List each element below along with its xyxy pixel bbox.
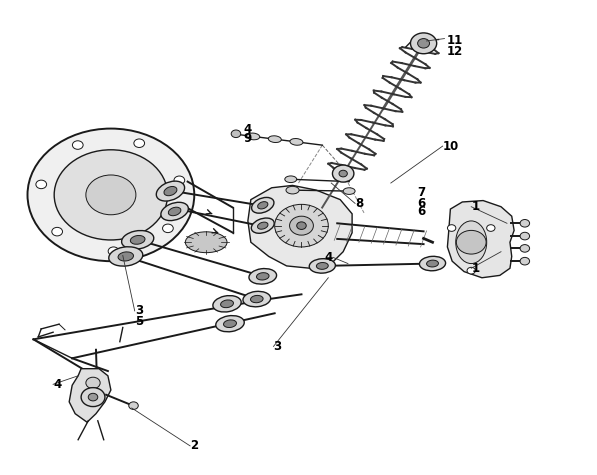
Ellipse shape	[268, 136, 281, 142]
Circle shape	[72, 141, 83, 149]
Ellipse shape	[220, 300, 233, 308]
Ellipse shape	[243, 291, 270, 307]
Circle shape	[290, 216, 313, 235]
Ellipse shape	[286, 186, 299, 194]
Ellipse shape	[161, 202, 189, 220]
Circle shape	[297, 222, 306, 229]
Circle shape	[448, 225, 456, 231]
Circle shape	[333, 165, 354, 182]
Circle shape	[520, 257, 530, 265]
Circle shape	[487, 225, 495, 231]
Ellipse shape	[249, 268, 276, 284]
Circle shape	[134, 139, 144, 147]
Ellipse shape	[427, 260, 438, 267]
Polygon shape	[248, 185, 352, 268]
Ellipse shape	[316, 263, 328, 269]
Circle shape	[86, 377, 100, 389]
Text: 4: 4	[325, 251, 333, 264]
Ellipse shape	[251, 198, 274, 213]
Circle shape	[27, 129, 194, 261]
Ellipse shape	[257, 222, 268, 229]
Circle shape	[108, 247, 119, 256]
Ellipse shape	[216, 315, 244, 332]
Ellipse shape	[109, 247, 143, 266]
Ellipse shape	[343, 188, 355, 194]
Text: 6: 6	[418, 197, 426, 210]
Text: 1: 1	[471, 262, 479, 275]
Circle shape	[81, 388, 105, 407]
Text: 3: 3	[135, 304, 143, 317]
Circle shape	[275, 204, 328, 247]
Circle shape	[86, 175, 136, 215]
Ellipse shape	[213, 295, 241, 312]
Text: 2: 2	[190, 439, 198, 452]
Circle shape	[88, 393, 98, 401]
Text: 6: 6	[418, 205, 426, 218]
Circle shape	[54, 150, 168, 240]
Ellipse shape	[456, 221, 487, 264]
Ellipse shape	[130, 236, 145, 244]
Circle shape	[520, 245, 530, 252]
Text: 12: 12	[446, 45, 463, 58]
Circle shape	[411, 33, 436, 54]
Circle shape	[418, 38, 429, 48]
Text: 10: 10	[442, 140, 459, 152]
Text: 4: 4	[53, 378, 61, 391]
Circle shape	[520, 232, 530, 240]
Ellipse shape	[420, 256, 445, 271]
Text: 3: 3	[273, 340, 282, 353]
Ellipse shape	[309, 259, 336, 273]
Text: 7: 7	[418, 186, 426, 199]
Polygon shape	[447, 200, 514, 278]
Circle shape	[36, 180, 47, 189]
Ellipse shape	[247, 133, 260, 140]
Circle shape	[520, 219, 530, 227]
Ellipse shape	[185, 232, 227, 253]
Ellipse shape	[257, 273, 269, 280]
Circle shape	[339, 170, 347, 177]
Text: 1: 1	[471, 200, 479, 213]
Ellipse shape	[290, 139, 303, 145]
Ellipse shape	[168, 207, 181, 216]
Ellipse shape	[164, 187, 177, 196]
Ellipse shape	[156, 181, 184, 201]
Circle shape	[174, 176, 184, 185]
Ellipse shape	[118, 252, 134, 261]
Ellipse shape	[251, 218, 274, 233]
Circle shape	[129, 402, 139, 409]
Circle shape	[467, 267, 475, 274]
Text: 8: 8	[355, 197, 364, 210]
Text: 5: 5	[135, 315, 143, 328]
Text: 9: 9	[244, 133, 252, 145]
Ellipse shape	[251, 295, 263, 303]
Ellipse shape	[285, 176, 297, 182]
Circle shape	[52, 228, 63, 236]
Ellipse shape	[223, 320, 236, 328]
Text: 4: 4	[244, 123, 252, 136]
Ellipse shape	[258, 202, 268, 209]
Ellipse shape	[122, 230, 154, 249]
Circle shape	[456, 230, 486, 254]
Text: 11: 11	[446, 35, 463, 48]
Circle shape	[162, 224, 173, 233]
Circle shape	[231, 130, 241, 138]
Polygon shape	[69, 369, 111, 422]
